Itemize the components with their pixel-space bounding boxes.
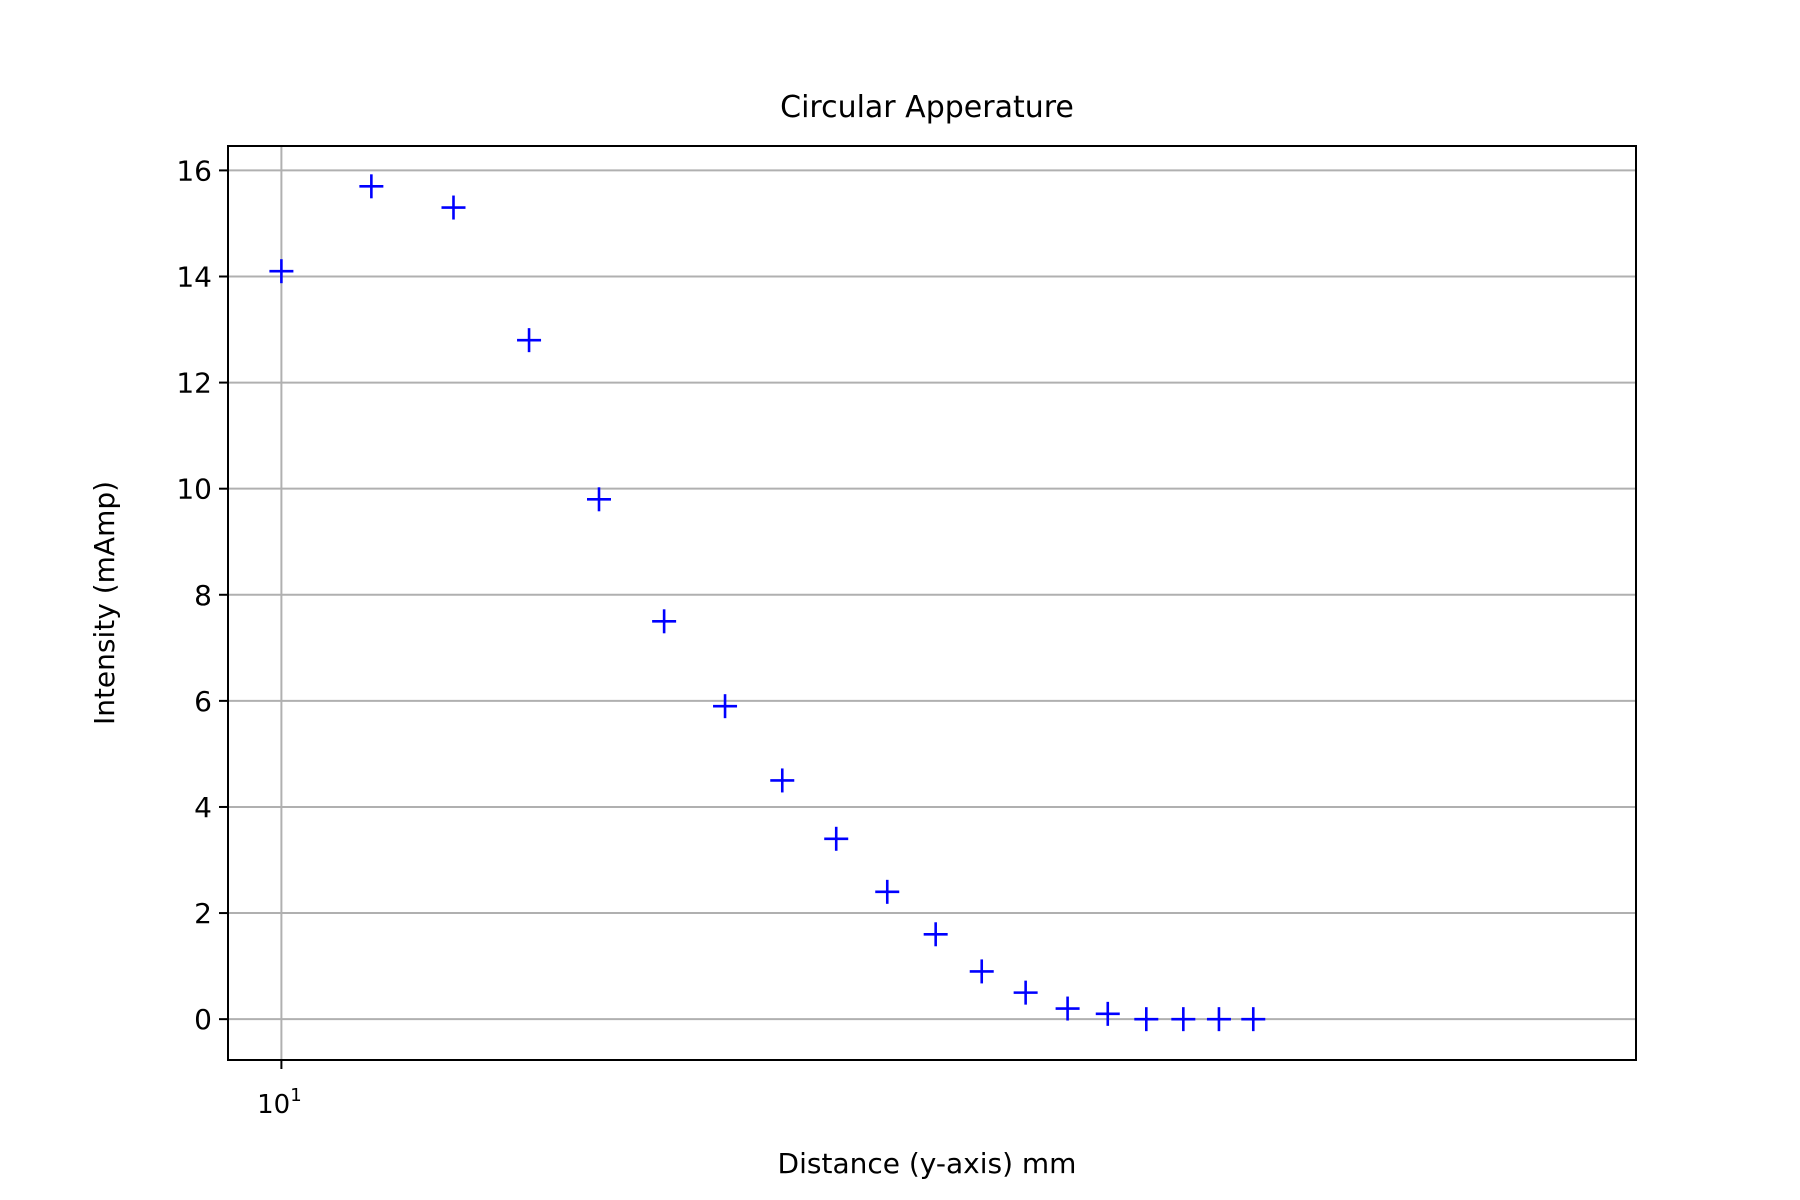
- y-tick-label: 10: [176, 473, 212, 506]
- data-point: [652, 609, 677, 634]
- y-axis-ticks: 0 2 4 6 8 10 12 14 16: [176, 154, 228, 1036]
- y-tick-label: 0: [194, 1003, 212, 1036]
- y-tick-label: 6: [194, 685, 212, 718]
- data-point: [1171, 1007, 1196, 1032]
- data-series: [269, 174, 1266, 1032]
- data-point: [713, 694, 738, 719]
- data-point: [770, 768, 795, 793]
- y-tick-label: 16: [176, 154, 212, 187]
- y-tick-label: 4: [194, 791, 212, 824]
- data-point: [441, 195, 466, 220]
- y-axis-label: Intensity (mAmp): [88, 481, 121, 725]
- data-point: [969, 959, 994, 984]
- y-tick-label: 2: [194, 897, 212, 930]
- data-point: [587, 487, 611, 512]
- data-point: [923, 922, 948, 947]
- data-point: [1241, 1007, 1266, 1032]
- y-tick-label: 14: [176, 260, 212, 293]
- x-axis-label: Distance (y-axis) mm: [778, 1147, 1077, 1180]
- data-point: [824, 826, 849, 851]
- y-tick-label: 8: [194, 579, 212, 612]
- chart-title: Circular Apperature: [780, 90, 1074, 125]
- x-tick-exponent: 1: [290, 1085, 301, 1106]
- data-point: [1206, 1007, 1231, 1032]
- x-tick-label: 101: [257, 1085, 302, 1120]
- data-point: [359, 174, 384, 199]
- y-tick-label: 12: [176, 367, 212, 400]
- data-point: [1095, 1001, 1120, 1026]
- data-point: [269, 259, 294, 284]
- data-point: [1013, 980, 1038, 1005]
- data-point: [1134, 1007, 1159, 1032]
- x-axis-ticks: 101: [257, 1060, 302, 1120]
- grid-lines: [228, 146, 1636, 1060]
- x-tick-base: 10: [257, 1090, 290, 1120]
- data-point: [875, 879, 900, 904]
- plot-frame: [227, 145, 1637, 1061]
- data-point: [1055, 996, 1080, 1021]
- data-point: [517, 328, 542, 353]
